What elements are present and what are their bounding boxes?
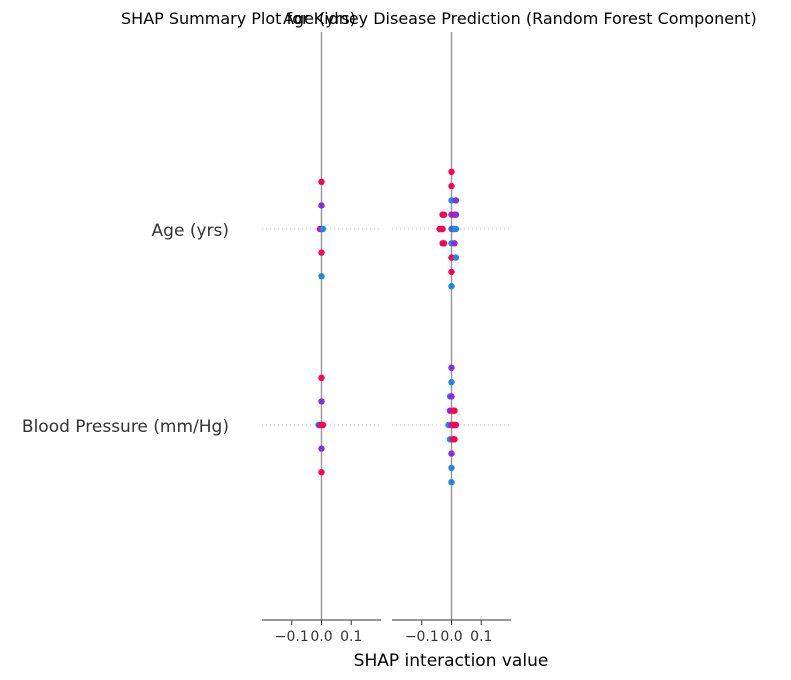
shap-point	[452, 254, 460, 261]
shap-point	[448, 197, 455, 204]
shap-point	[318, 272, 325, 280]
shap-point	[448, 464, 455, 472]
shap-point	[452, 225, 460, 233]
chart-title: SHAP Summary Plot for Kidney Disease Pre…	[121, 9, 757, 28]
shap-point	[452, 197, 460, 204]
shap-point	[319, 421, 327, 429]
shap-point	[451, 240, 458, 247]
shap-point	[448, 364, 455, 371]
x-axis-label: SHAP interaction value	[354, 651, 549, 671]
shap-point	[440, 211, 448, 218]
shap-point	[319, 225, 327, 233]
shap-point	[448, 479, 455, 486]
shap-point	[318, 178, 325, 186]
x-tick-label: −0.1	[275, 629, 309, 645]
x-tick-label: 0.1	[340, 629, 362, 645]
shap-point	[452, 211, 460, 218]
shap-point	[451, 407, 458, 414]
x-tick-label: 0.0	[440, 629, 462, 645]
shap-point	[451, 436, 458, 443]
shap-point	[448, 268, 455, 276]
plot-area: −0.1 0.0 0.1 −0.1 0.0 0.1	[262, 32, 511, 645]
x-tick-label: 0.1	[470, 629, 492, 645]
shap-point	[318, 374, 325, 382]
shap-point	[440, 240, 448, 247]
x-tick-label: −0.1	[405, 629, 439, 645]
shap-point	[452, 421, 460, 429]
feature-label-blood-pressure: Blood Pressure (mm/Hg)	[22, 417, 229, 437]
shap-point	[318, 202, 325, 209]
shap-point	[439, 225, 446, 233]
shap-point	[448, 168, 455, 175]
shap-point	[448, 450, 455, 457]
shap-point	[448, 182, 455, 190]
panel-title-age: Age (yrs)	[283, 9, 356, 28]
x-tick-label: 0.0	[310, 629, 332, 645]
shap-point	[318, 445, 325, 452]
feature-label-age: Age (yrs)	[152, 221, 229, 241]
shap-point	[448, 378, 455, 386]
shap-point	[448, 393, 455, 400]
shap-point	[318, 468, 325, 476]
shap-point	[448, 254, 455, 261]
shap-point	[318, 249, 325, 256]
shap-point	[448, 283, 455, 290]
shap-point	[318, 398, 325, 405]
